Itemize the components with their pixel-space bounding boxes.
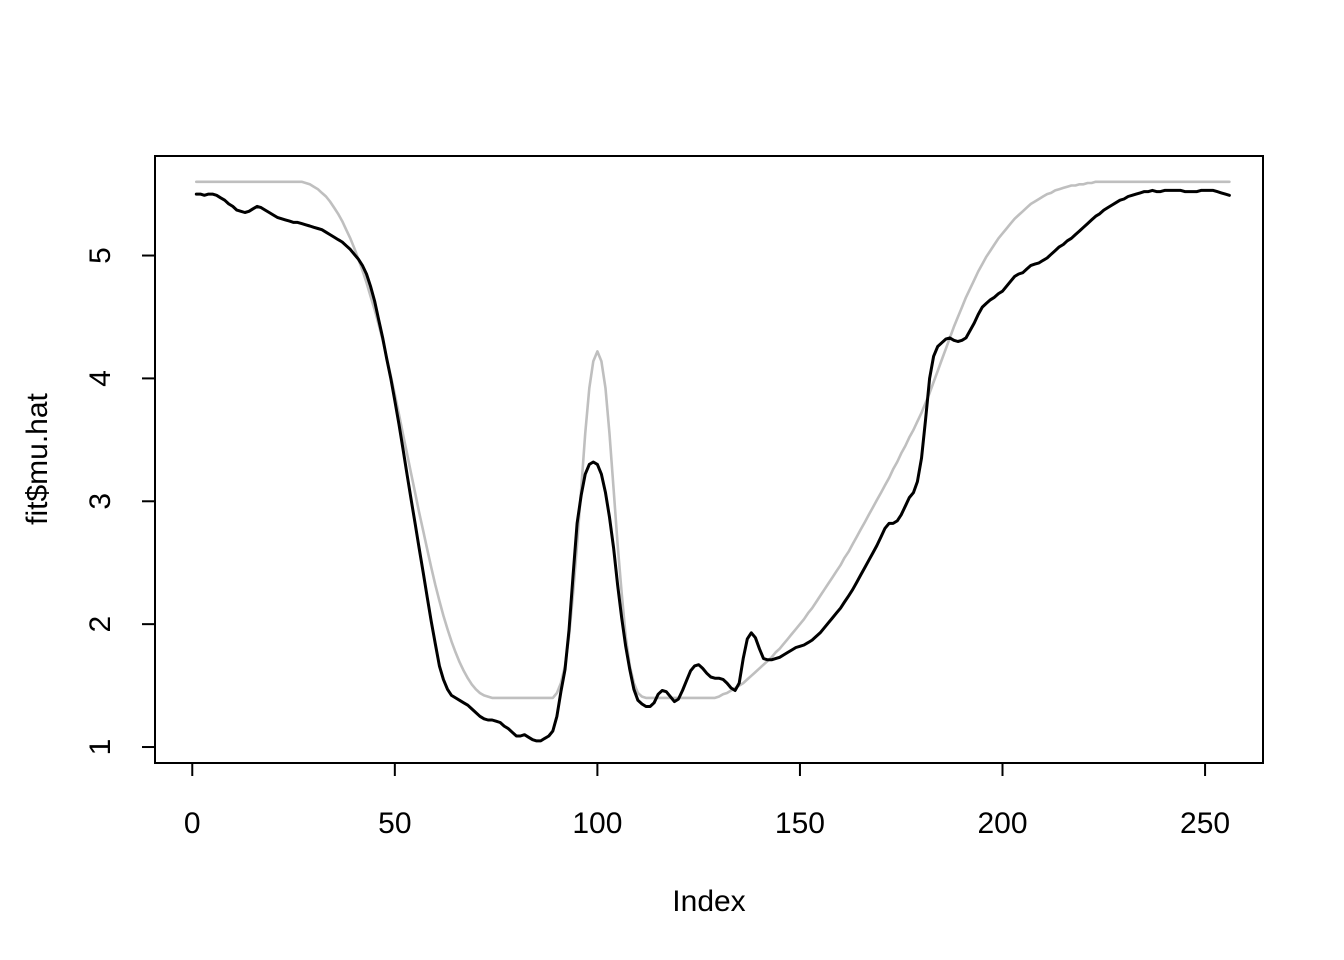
plot-box bbox=[154, 155, 1264, 764]
x-axis-title: Index bbox=[672, 885, 745, 918]
x-tick-label: 50 bbox=[378, 807, 411, 840]
y-tick-label: 3 bbox=[84, 493, 117, 510]
series-line-mu_hat_fitted_curve bbox=[194, 188, 1231, 743]
x-tick-label: 100 bbox=[572, 807, 622, 840]
y-tick-label: 1 bbox=[84, 739, 117, 756]
series-layer bbox=[194, 180, 1231, 743]
axes-layer: 0 50 100 150 200 250 1 2 3 4 5 bbox=[84, 155, 1264, 840]
x-tick-label: 200 bbox=[977, 807, 1027, 840]
x-tick-label: 150 bbox=[775, 807, 825, 840]
series-line-reference_smooth_curve bbox=[195, 180, 1231, 700]
x-tick-label: 0 bbox=[184, 807, 201, 840]
y-tick-label: 2 bbox=[84, 616, 117, 633]
y-tick-label: 5 bbox=[84, 247, 117, 264]
x-tick-label: 250 bbox=[1180, 807, 1230, 840]
y-axis-title: fit$mu.hat bbox=[21, 392, 54, 524]
y-tick-label: 4 bbox=[84, 370, 117, 387]
